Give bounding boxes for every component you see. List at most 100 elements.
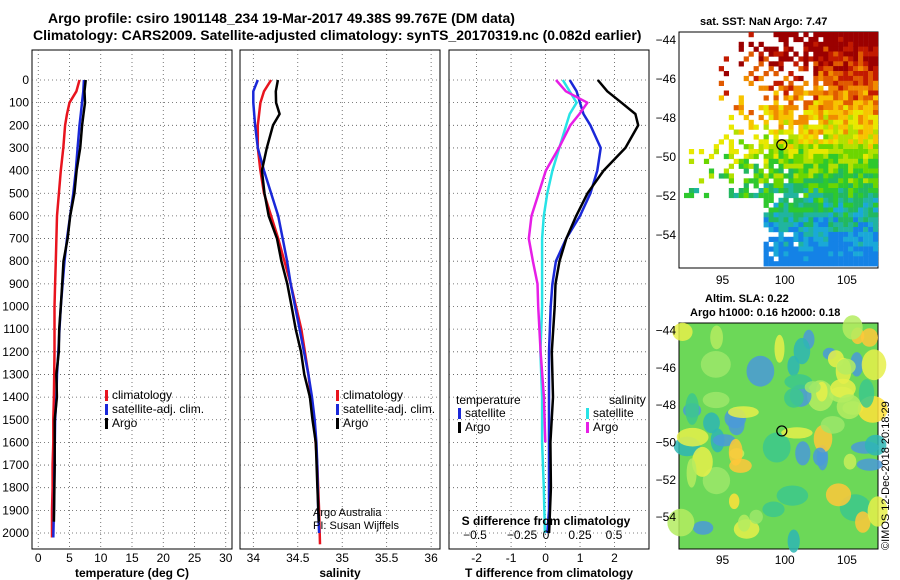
sst-cell: [873, 114, 879, 121]
sst-cell: [848, 217, 854, 223]
sst-cell: [818, 251, 824, 257]
sst-cell: [733, 129, 739, 135]
sst-cell: [788, 134, 794, 140]
sst-cell: [728, 144, 734, 150]
sst-cell: [788, 129, 794, 135]
sst-cell: [843, 90, 849, 96]
x-tick-label: 34: [247, 551, 261, 565]
sst-cell: [858, 207, 864, 213]
legend-swatch: [105, 404, 108, 415]
sst-cell: [823, 168, 829, 174]
sst-cell: [838, 71, 844, 77]
sst-cell: [803, 119, 809, 125]
sst-cell: [853, 105, 859, 111]
sst-cell: [773, 80, 779, 86]
sst-cell: [798, 217, 804, 223]
sst-cell: [838, 197, 844, 203]
depth-tick-label: 400: [9, 164, 29, 178]
sst-cell: [703, 158, 710, 164]
sst-cell: [828, 261, 834, 267]
sst-cell: [843, 80, 849, 86]
sst-cell: [868, 261, 874, 267]
sst-cell: [783, 212, 789, 218]
sst-cell: [823, 95, 829, 101]
sst-cell: [868, 153, 874, 160]
sst-cell: [748, 178, 754, 184]
sst-cell: [868, 149, 874, 155]
sst-cell: [838, 207, 844, 213]
sst-cell: [763, 178, 769, 184]
sst-cell: [688, 149, 695, 155]
sst-cell: [813, 100, 819, 106]
sst-cell: [783, 114, 789, 121]
sst-cell: [818, 241, 824, 247]
sst-cell: [833, 144, 839, 150]
sst-cell: [838, 231, 844, 238]
sla-blob: [858, 379, 875, 408]
sst-cell: [783, 202, 789, 208]
sst-cell: [828, 110, 834, 116]
sst-cell: [843, 114, 849, 121]
sst-cell: [823, 75, 829, 82]
sst-cell: [768, 144, 774, 150]
sst-cell: [863, 256, 869, 262]
sst-cell: [783, 36, 789, 43]
sst-cell: [803, 261, 809, 267]
sst-cell: [828, 85, 834, 91]
plot-frame: [239, 49, 441, 550]
sst-cell: [838, 105, 844, 111]
sst-cell: [853, 46, 859, 52]
sst-cell: [768, 173, 774, 179]
depth-tick-label: 1100: [3, 322, 29, 336]
sst-cell: [823, 178, 829, 184]
sst-cell: [823, 251, 829, 257]
sst-cell: [853, 173, 859, 179]
sst-cell: [818, 153, 824, 160]
sst-cell: [748, 124, 754, 130]
sst-cell: [858, 134, 864, 140]
sst-cell: [818, 139, 824, 145]
sst-cell: [833, 51, 839, 57]
sst-cell: [793, 236, 799, 242]
sst-cell: [803, 188, 809, 194]
sst-cell: [773, 246, 779, 252]
sst-cell: [783, 241, 789, 247]
sst-cell: [768, 85, 774, 91]
sst-cell: [793, 217, 799, 223]
sst-cell: [823, 158, 829, 164]
sst-cell: [788, 227, 794, 233]
sst-cell: [818, 114, 824, 121]
sst-cell: [828, 158, 834, 164]
sst-cell: [788, 222, 794, 228]
sst-cell: [843, 110, 849, 116]
map-y-tick: −48: [656, 111, 677, 125]
sst-cell: [763, 212, 769, 218]
sst-cell: [708, 173, 715, 179]
sst-cell: [763, 217, 769, 223]
sst-cell: [813, 41, 819, 47]
sst-cell: [753, 163, 759, 169]
sst-cell: [873, 153, 879, 160]
sst-cell: [843, 173, 849, 179]
sst-cell: [798, 207, 804, 213]
sst-cell: [853, 256, 859, 262]
sst-cell: [818, 110, 824, 116]
sst-cell: [783, 149, 789, 155]
sst-cell: [798, 144, 804, 150]
sla-blob: [842, 315, 863, 340]
sst-cell: [838, 144, 844, 150]
sst-cell: [823, 217, 829, 223]
sst-cell: [803, 158, 809, 164]
sst-cell: [873, 246, 879, 252]
sst-cell: [858, 41, 864, 47]
sst-cell: [768, 46, 774, 52]
sst-cell: [788, 124, 794, 130]
series-line-temperature-argo: [547, 79, 640, 534]
sst-cell: [853, 129, 859, 135]
sst-cell: [763, 183, 769, 189]
sst-cell: [843, 188, 849, 194]
sst-cell: [773, 71, 779, 77]
sst-cell: [868, 134, 874, 140]
sst-cell: [843, 192, 849, 199]
sst-cell: [813, 85, 819, 91]
